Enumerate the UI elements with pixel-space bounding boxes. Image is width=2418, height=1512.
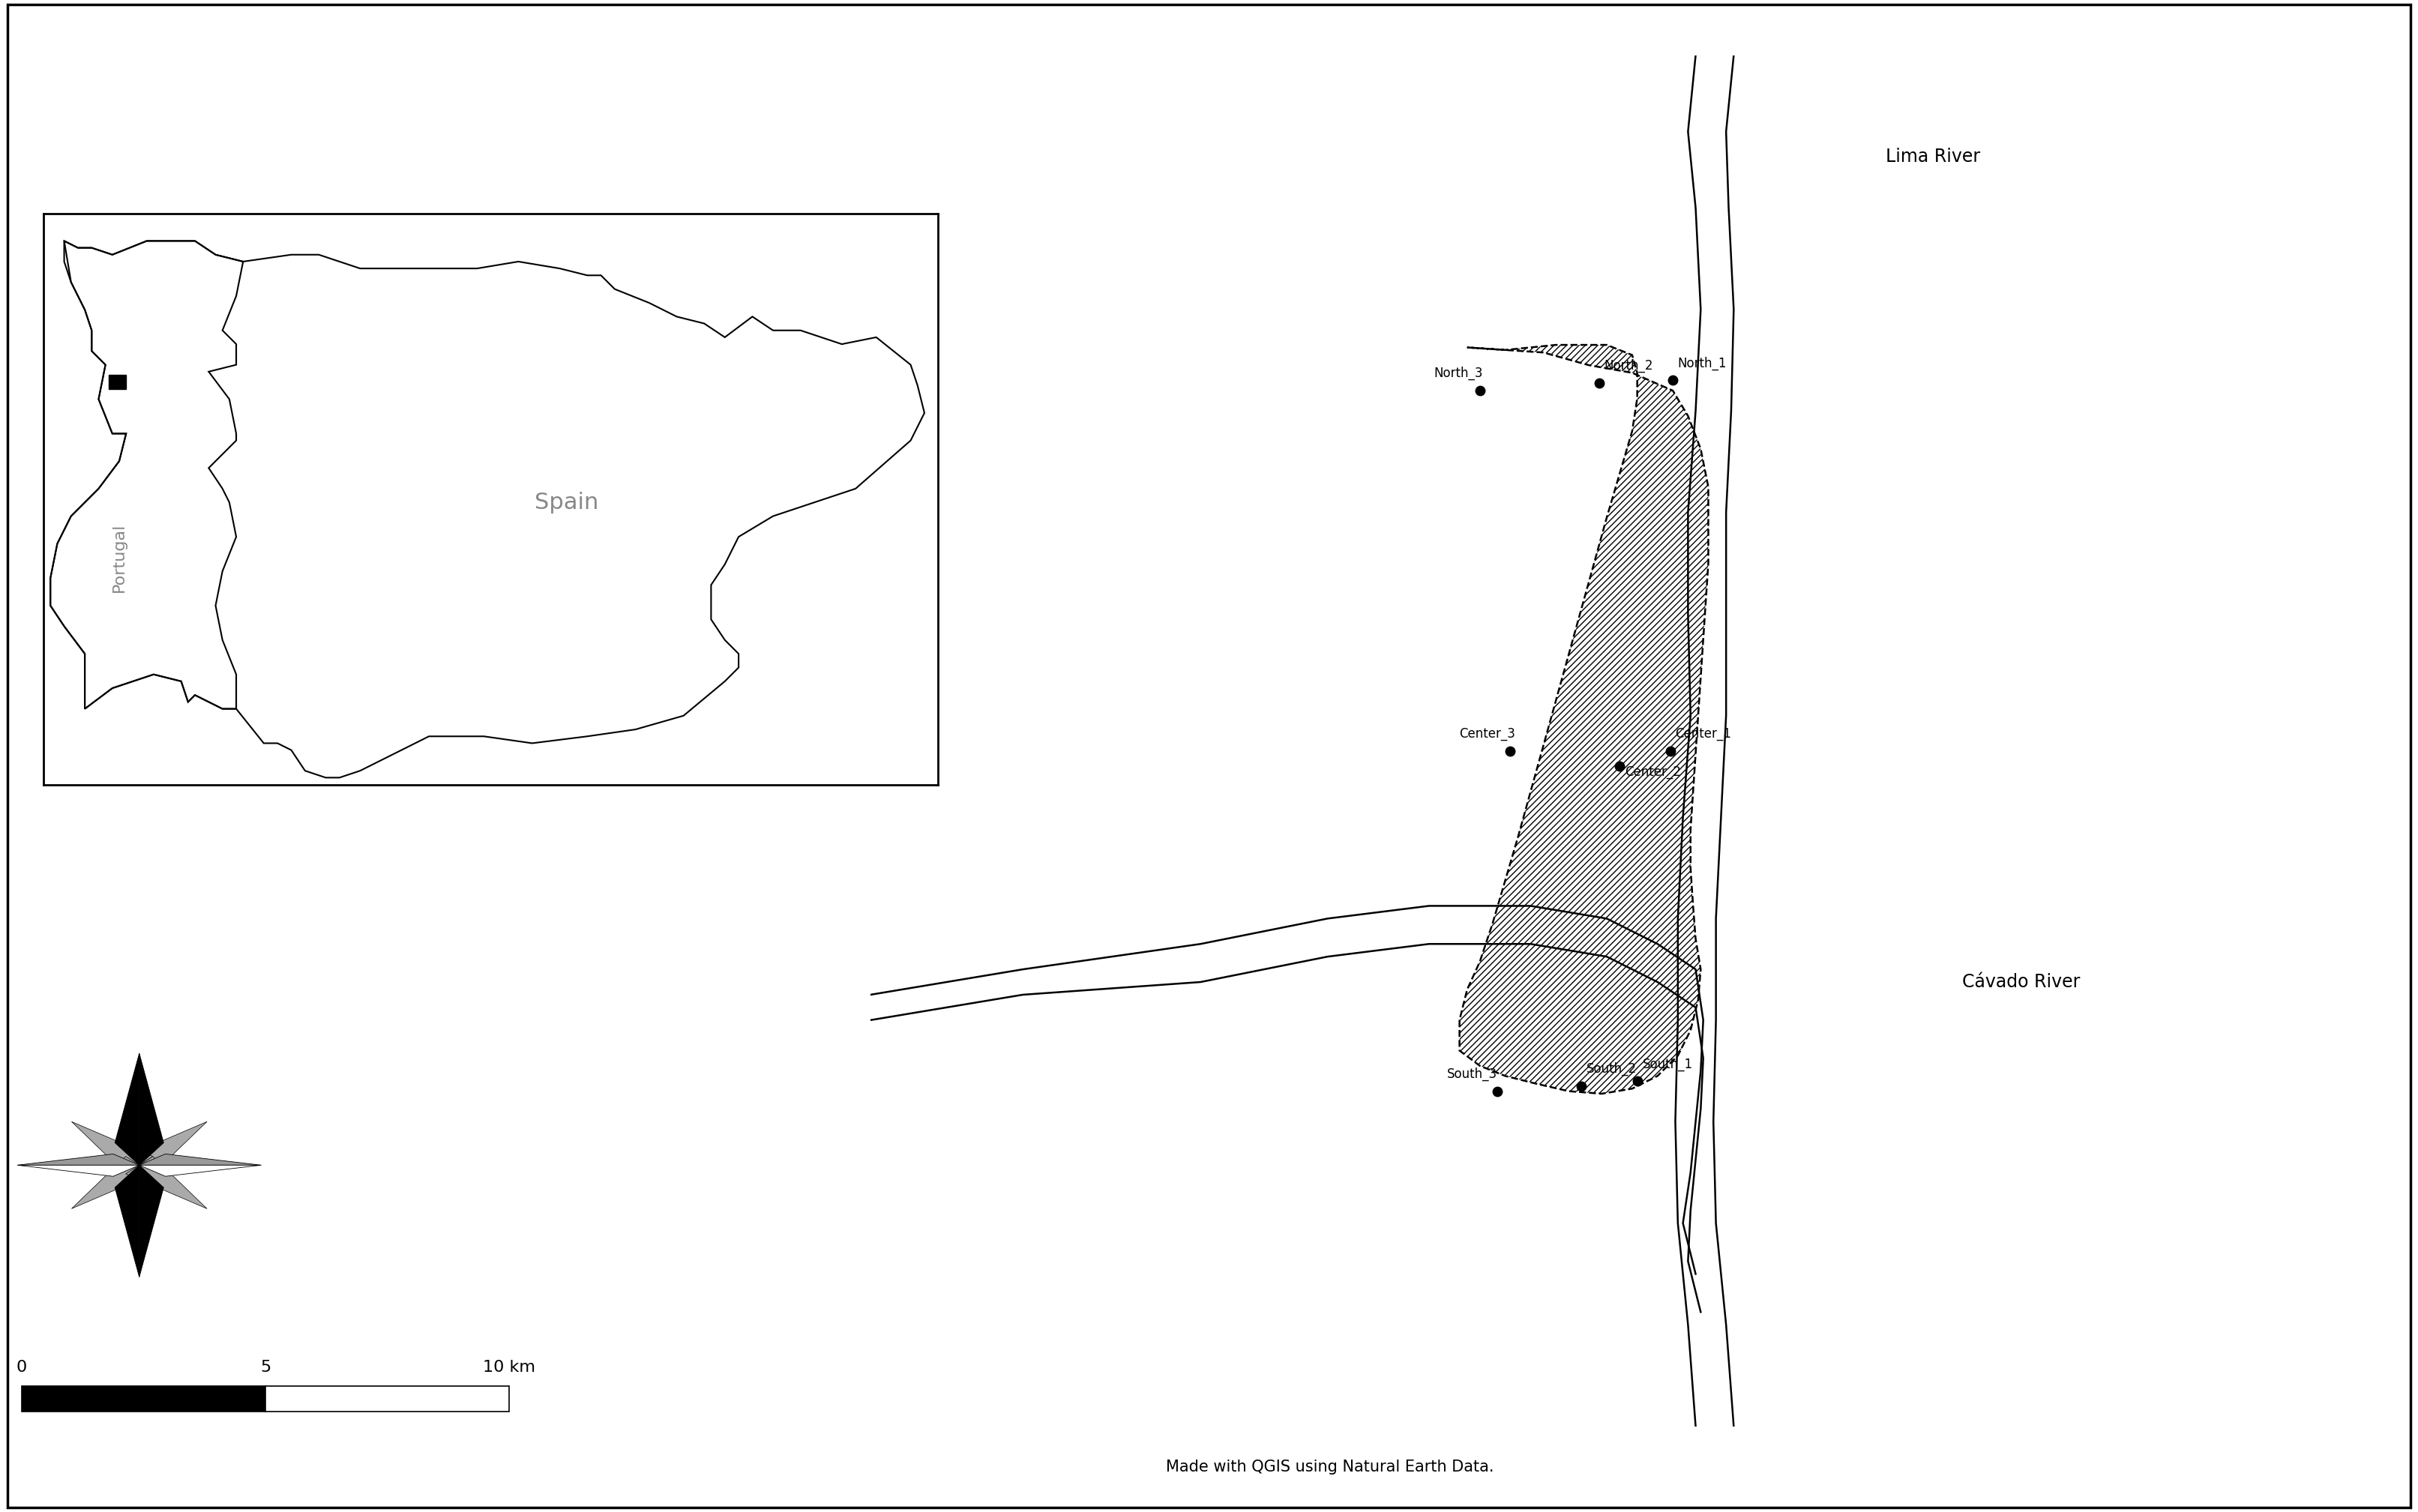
Text: South_2: South_2 bbox=[1586, 1063, 1637, 1077]
Text: 10 km: 10 km bbox=[484, 1359, 534, 1374]
Polygon shape bbox=[140, 1166, 164, 1278]
Text: Center_2: Center_2 bbox=[1625, 765, 1681, 779]
Bar bbox=[109, 375, 126, 389]
Text: North_3: North_3 bbox=[1434, 367, 1482, 381]
Polygon shape bbox=[140, 1166, 261, 1176]
Polygon shape bbox=[17, 1154, 140, 1166]
Text: Center_1: Center_1 bbox=[1676, 727, 1731, 741]
Text: Spain: Spain bbox=[534, 491, 600, 513]
Polygon shape bbox=[140, 1054, 164, 1166]
Text: 0: 0 bbox=[17, 1359, 27, 1374]
Polygon shape bbox=[126, 1122, 208, 1173]
Bar bbox=[266, 1387, 510, 1411]
Polygon shape bbox=[140, 1154, 261, 1166]
Text: Center_3: Center_3 bbox=[1460, 727, 1516, 741]
Polygon shape bbox=[116, 1166, 140, 1278]
Text: 5: 5 bbox=[261, 1359, 271, 1374]
Text: South_3: South_3 bbox=[1446, 1067, 1497, 1081]
Text: North_1: North_1 bbox=[1678, 357, 1726, 370]
Polygon shape bbox=[1460, 345, 1707, 1093]
Polygon shape bbox=[73, 1122, 152, 1173]
Text: Made with QGIS using Natural Earth Data.: Made with QGIS using Natural Earth Data. bbox=[1165, 1459, 1494, 1474]
Text: North_2: North_2 bbox=[1603, 360, 1654, 373]
Text: South_1: South_1 bbox=[1642, 1057, 1693, 1070]
Polygon shape bbox=[73, 1157, 152, 1208]
Polygon shape bbox=[126, 1157, 208, 1208]
Text: Lima River: Lima River bbox=[1886, 148, 1980, 166]
Text: Cávado River: Cávado River bbox=[1961, 974, 2079, 990]
Text: Portugal: Portugal bbox=[111, 523, 126, 593]
Polygon shape bbox=[116, 1054, 140, 1166]
Polygon shape bbox=[17, 1166, 140, 1176]
Bar bbox=[22, 1387, 266, 1411]
